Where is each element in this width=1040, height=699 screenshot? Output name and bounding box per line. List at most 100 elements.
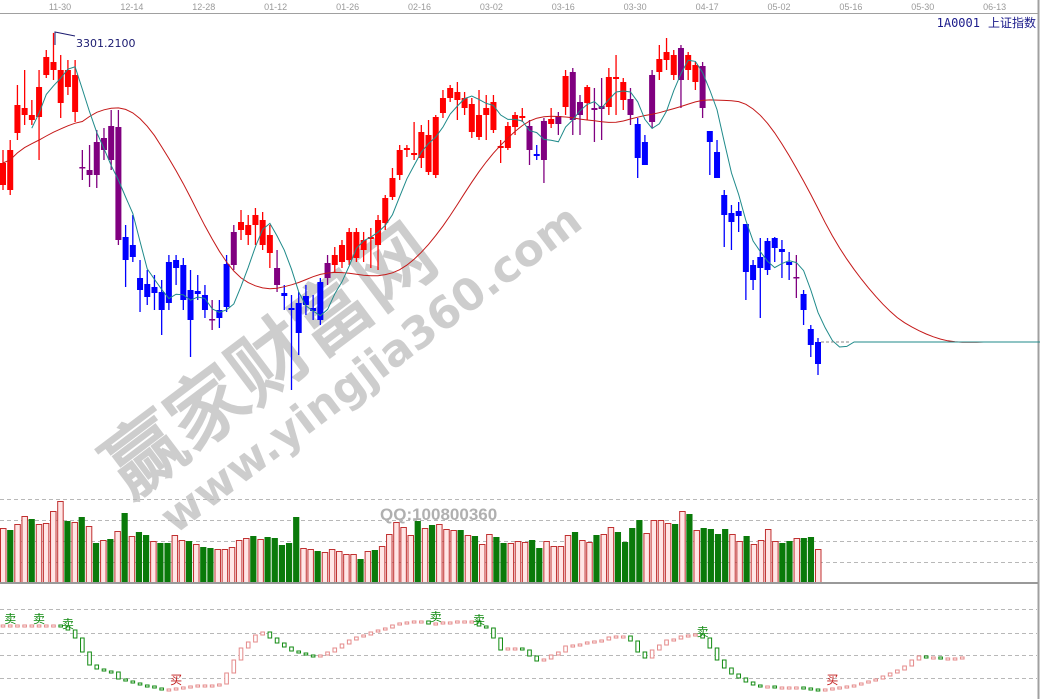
volume-bar [571,532,579,583]
volume-bar [207,548,214,583]
candle [807,325,814,357]
candle [151,275,158,310]
indicator-bar [577,643,583,647]
indicator-bar [822,688,828,692]
candle-body [533,154,540,156]
indicator-bar [541,658,547,662]
indicator-bar [426,620,431,625]
indicator-series [0,620,965,692]
candle-body [656,59,663,72]
x-tick-label: 12-28 [192,2,215,12]
indicator-bar [750,681,756,686]
candle-body [288,308,295,310]
indicator-bar [390,624,395,629]
candle [194,275,201,300]
candle-body [504,126,511,148]
candle [425,120,432,175]
indicator-bar [36,624,42,628]
indicator-bar [772,685,778,689]
candle [562,70,569,115]
candle [302,285,309,315]
candle-body [180,265,187,300]
indicator-bar [325,651,330,656]
indicator-bar [931,656,936,660]
indicator-bar [440,621,446,625]
candle [331,247,338,272]
volume-bar [550,546,557,584]
indicator-bar [786,686,792,690]
candle-body [122,237,129,260]
indicator-bar [361,634,366,638]
candle-body [649,75,656,122]
indicator-bar [959,656,965,660]
indicator-bar [902,665,907,671]
volume-bar [14,524,21,584]
candle [670,50,677,80]
candle-body [627,99,634,115]
volume-bar [271,538,278,583]
volume-bar [50,511,57,584]
volume-bar [371,550,378,583]
volume-bar [357,559,364,583]
volume-bar [235,540,243,584]
candle [79,150,86,180]
candle [389,168,396,200]
candle-body [786,262,793,265]
indicator-bar [801,686,806,690]
buy-signal-label: 买 [170,673,182,687]
indicator-bar [923,655,929,659]
volume-bar [135,532,143,583]
volume-bar [579,540,586,584]
candle-body [699,66,706,108]
candle [129,215,136,262]
x-tick-label: 05-16 [839,2,862,12]
volume-bar [736,541,743,584]
candle-body [519,116,526,118]
candle-body [454,92,461,100]
indicator-bar [224,672,229,685]
indicator-bar [72,629,78,639]
candle [281,285,288,310]
candle-body [584,87,591,103]
candle-body [346,232,353,260]
candle [677,45,684,108]
candle [108,110,115,170]
indicator-bar [303,652,309,656]
indicator-bar [794,686,799,690]
candle-body [418,132,425,158]
indicator-bar [173,687,179,691]
volume-bar [764,529,772,584]
candle-body [692,65,699,82]
candle [72,60,79,122]
volume-bar [521,542,529,584]
indicator-bar [43,624,49,628]
candle-body [158,292,165,310]
volume-bar [343,554,350,584]
candle-body [728,213,735,222]
indicator-bar [411,620,417,624]
volume-bar [793,538,801,584]
indicator-bar [512,647,518,651]
candle [324,255,331,285]
candle-body [382,198,389,223]
volume-bar [250,536,257,583]
candle-body [43,57,50,75]
candle [295,292,302,355]
indicator-bar [548,654,554,660]
candle [461,92,468,115]
candle-body [331,255,338,265]
x-tick-label: 05-02 [767,2,790,12]
candle [144,270,151,305]
volume-bar [100,540,107,584]
candle [100,128,107,160]
volume-bar [71,522,78,584]
indicator-bar [664,639,669,646]
indicator-bar [433,622,439,626]
volume-bar [743,536,750,583]
candle [288,295,295,390]
candle [201,285,208,318]
candle-body [497,146,504,148]
volume-bar [686,514,693,583]
volume-bar [529,540,536,583]
